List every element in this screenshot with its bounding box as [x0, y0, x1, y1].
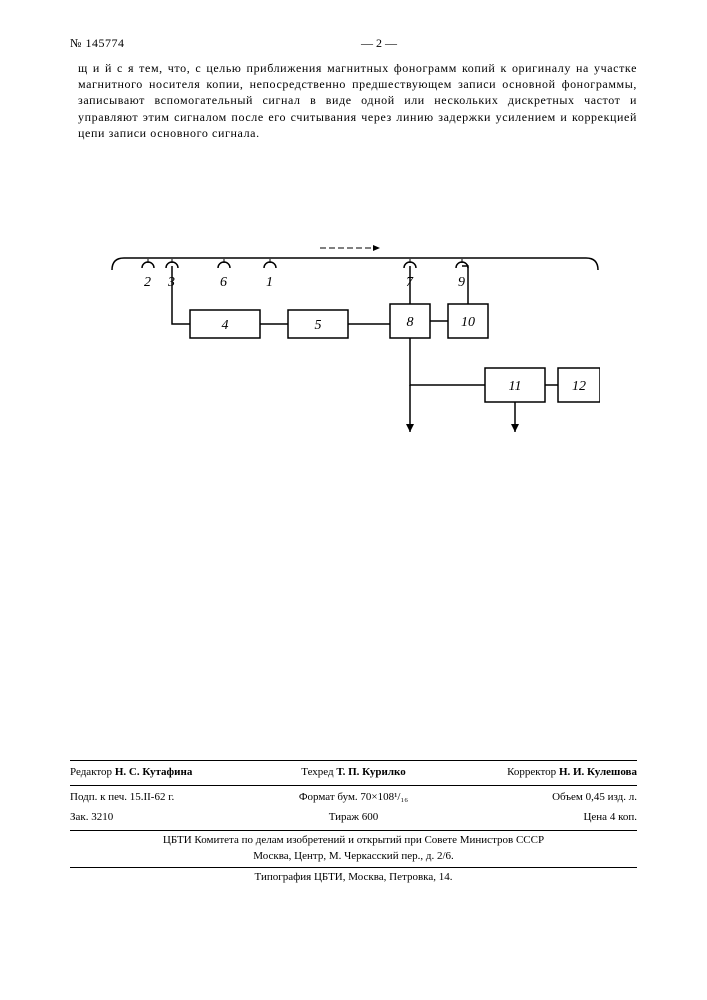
- svg-text:9: 9: [458, 275, 465, 290]
- footer-rule: [70, 785, 637, 786]
- print-info-row-2: Зак. 3210 Тираж 600 Цена 4 коп.: [70, 808, 637, 828]
- tech-name: Т. П. Курилко: [336, 766, 405, 778]
- sign-to-print: Подп. к печ. 15.II-62 г.: [70, 790, 259, 806]
- proof-label: Корректор: [507, 766, 556, 778]
- tech-label: Техред: [301, 766, 333, 778]
- proof-name: Н. И. Кулешова: [559, 766, 637, 778]
- block-diagram: 236179458101112: [110, 220, 600, 460]
- proofreader: Корректор Н. И. Кулешова: [448, 765, 637, 781]
- editor-name: Н. С. Кутафина: [115, 766, 193, 778]
- address-line: Москва, Центр, М. Черкасский пер., д. 2/…: [70, 849, 637, 865]
- svg-text:8: 8: [407, 315, 414, 330]
- svg-text:1: 1: [266, 275, 273, 290]
- body-paragraph: щ и й с я тем, что, с целью приближения …: [78, 60, 637, 141]
- typography-line: Типография ЦБТИ, Москва, Петровка, 14.: [70, 870, 637, 886]
- svg-text:11: 11: [509, 379, 522, 394]
- footer-rule: [70, 760, 637, 761]
- tech-editor: Техред Т. П. Курилко: [259, 765, 448, 781]
- svg-text:12: 12: [572, 379, 586, 394]
- price: Цена 4 коп.: [448, 810, 637, 826]
- svg-text:2: 2: [144, 275, 151, 290]
- page: № 145774 — 2 — щ и й с я тем, что, с цел…: [0, 0, 707, 1000]
- footer-rule: [70, 830, 637, 831]
- editor: Редактор Н. С. Кутафина: [70, 765, 259, 781]
- credits-row: Редактор Н. С. Кутафина Техред Т. П. Кур…: [70, 763, 637, 783]
- svg-text:4: 4: [222, 318, 229, 333]
- print-info-row-1: Подп. к печ. 15.II-62 г. Формат бум. 70×…: [70, 788, 637, 808]
- print-run: Тираж 600: [259, 810, 448, 826]
- imprint-footer: Редактор Н. С. Кутафина Техред Т. П. Кур…: [70, 758, 637, 886]
- svg-text:5: 5: [315, 318, 322, 333]
- svg-text:3: 3: [167, 275, 175, 290]
- footer-rule: [70, 867, 637, 868]
- volume: Объем 0,45 изд. л.: [448, 790, 637, 806]
- svg-text:10: 10: [461, 315, 475, 330]
- paper-format: Формат бум. 70×108¹/₁₆: [259, 790, 448, 806]
- page-number: — 2 —: [361, 36, 397, 51]
- editor-label: Редактор: [70, 766, 112, 778]
- page-header: № 145774 — 2 —: [0, 36, 707, 51]
- publication-number: № 145774: [70, 36, 124, 51]
- committee-line: ЦБТИ Комитета по делам изобретений и отк…: [70, 833, 637, 849]
- svg-text:6: 6: [220, 275, 227, 290]
- order-number: Зак. 3210: [70, 810, 259, 826]
